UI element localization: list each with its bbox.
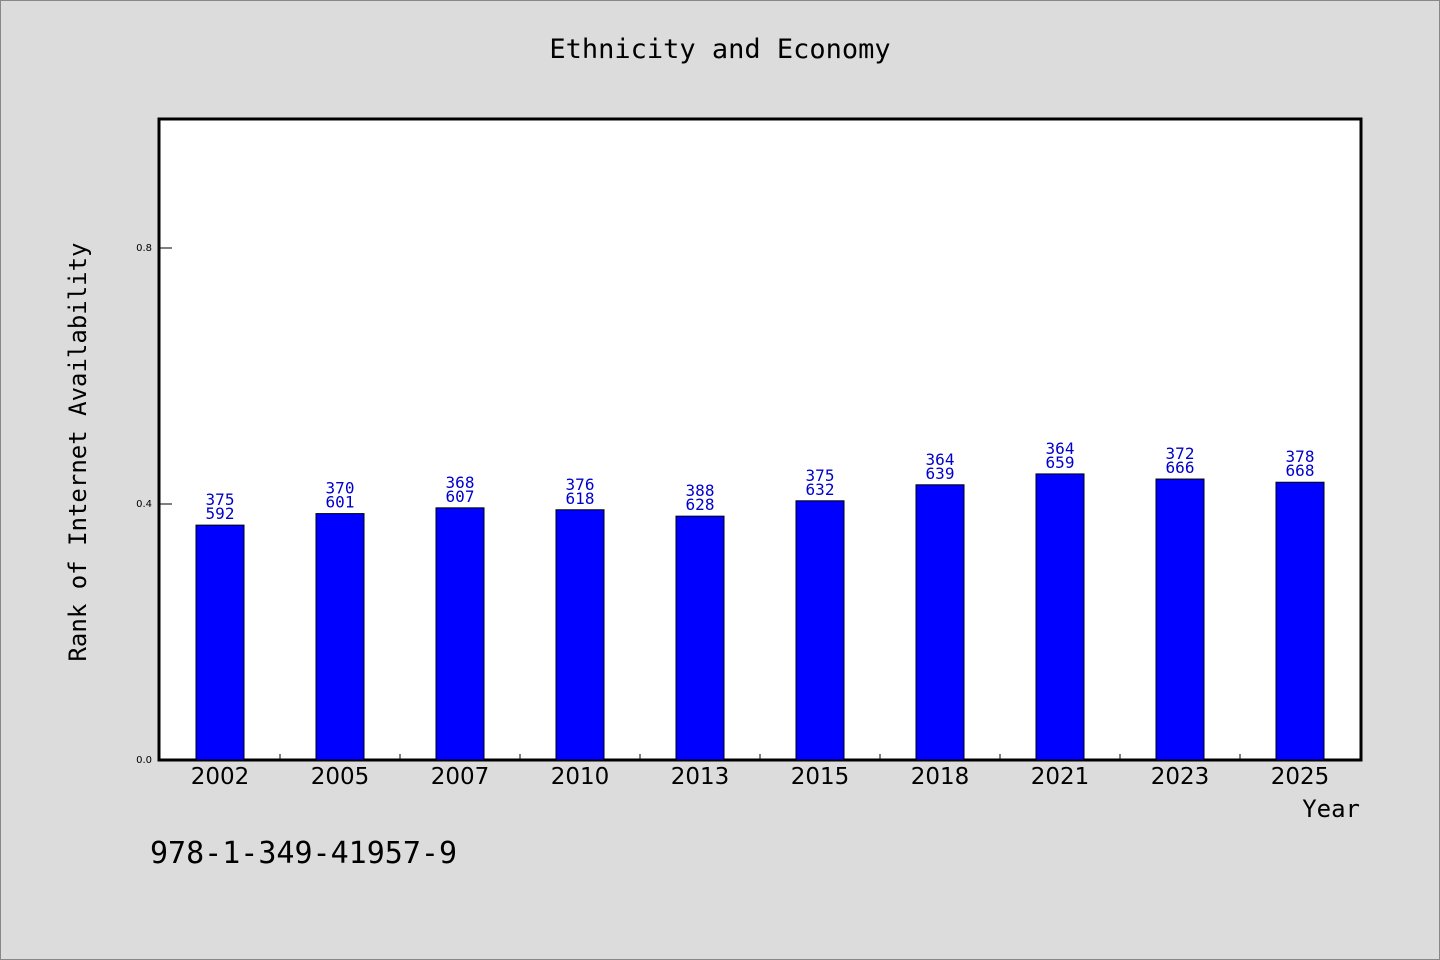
y-tick-label: 0.4 bbox=[136, 499, 152, 510]
bar-label-top: 375 bbox=[806, 466, 835, 485]
bar bbox=[435, 507, 485, 761]
x-tick-label: 2018 bbox=[911, 764, 970, 790]
x-tick-label: 2013 bbox=[671, 764, 730, 790]
bar-label-top: 364 bbox=[1046, 439, 1075, 458]
bar-label-top: 378 bbox=[1286, 447, 1315, 466]
bar-label-bottom: 592 bbox=[206, 504, 235, 523]
bar-label-top: 370 bbox=[326, 479, 355, 498]
bar-label-bottom: 632 bbox=[806, 480, 835, 499]
bar-label-top: 388 bbox=[686, 481, 715, 500]
bar bbox=[1275, 481, 1325, 761]
bar bbox=[1155, 478, 1205, 761]
x-tick-label: 2021 bbox=[1031, 764, 1090, 790]
x-tick-label: 2023 bbox=[1151, 764, 1210, 790]
bar-label-top: 375 bbox=[206, 490, 235, 509]
isbn-text: 978-1-349-41957-9 bbox=[150, 836, 458, 871]
bar-label-bottom: 639 bbox=[926, 464, 955, 483]
bar-label-top: 364 bbox=[926, 450, 955, 469]
bar-label-bottom: 666 bbox=[1166, 458, 1195, 477]
y-tick-label: 0.0 bbox=[136, 755, 152, 766]
bar-label-bottom: 601 bbox=[326, 493, 355, 512]
bar bbox=[1035, 473, 1085, 761]
bar-label-bottom: 607 bbox=[446, 487, 475, 506]
bar-label-bottom: 659 bbox=[1046, 453, 1075, 472]
bar bbox=[675, 515, 725, 761]
bar bbox=[315, 513, 365, 761]
bar bbox=[195, 524, 245, 761]
bar bbox=[555, 509, 605, 761]
bar-label-bottom: 618 bbox=[566, 489, 595, 508]
x-tick-label: 2002 bbox=[191, 764, 250, 790]
x-tick-label: 2025 bbox=[1271, 764, 1330, 790]
x-tick-label: 2010 bbox=[551, 764, 610, 790]
x-tick-label: 2015 bbox=[791, 764, 850, 790]
bar-label-top: 376 bbox=[566, 475, 595, 494]
bar-label-bottom: 628 bbox=[686, 495, 715, 514]
bar-label-top: 372 bbox=[1166, 444, 1195, 463]
chart-title: Ethnicity and Economy bbox=[549, 34, 891, 65]
x-tick-label: 2007 bbox=[431, 764, 490, 790]
bar bbox=[795, 500, 845, 761]
bar-label-top: 368 bbox=[446, 473, 475, 492]
x-tick-label: 2005 bbox=[311, 764, 370, 790]
bar bbox=[915, 484, 965, 761]
y-tick-label: 0.8 bbox=[136, 243, 152, 254]
bar-label-bottom: 668 bbox=[1286, 461, 1315, 480]
x-axis-label: Year bbox=[1302, 795, 1360, 823]
